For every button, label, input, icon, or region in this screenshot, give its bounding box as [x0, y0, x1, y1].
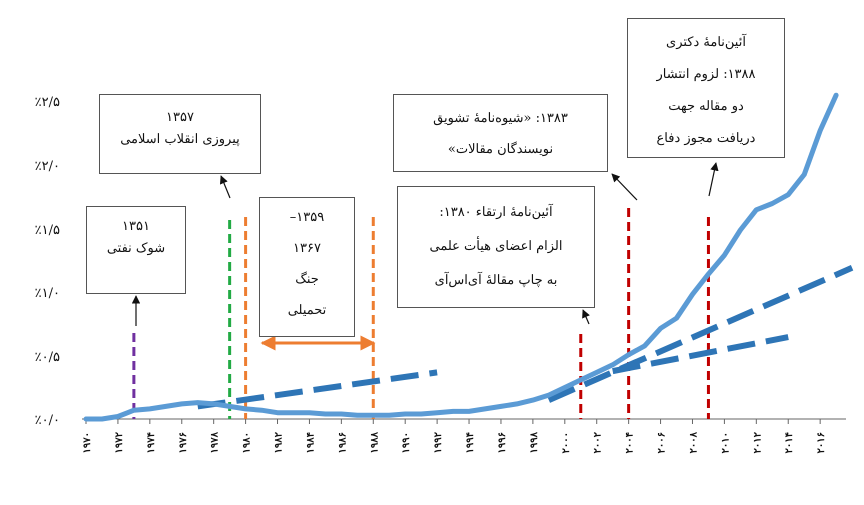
- annotation-text: پیروزی انقلاب اسلامی: [120, 132, 240, 147]
- annotation-text: به چاپ مقالهٔ آی‌اس‌آی: [434, 273, 558, 288]
- y-tick-label: ٪۰/۵: [35, 350, 60, 365]
- x-tick-label: ۱۹۹۰: [401, 432, 412, 453]
- annotation-text: دریافت مجوز دفاع: [656, 131, 756, 146]
- annotation-1359: ۱۳۵۹– ۱۳۶۷ جنگ تحمیلی: [259, 197, 355, 337]
- annotation-1351: ۱۳۵۱ شوک نفتی: [86, 206, 186, 294]
- x-tick-label: ۲۰۰۰: [561, 432, 572, 453]
- annotation-text: ۱۳۸۳: «شیوه‌نامهٔ تشویق: [433, 111, 568, 126]
- y-tick-label: ٪۰/۰: [35, 413, 60, 428]
- x-tick-label: ۲۰۰۸: [688, 431, 699, 453]
- x-tick-label: ۲۰۰۶: [657, 432, 668, 453]
- trend-line: [547, 265, 854, 403]
- x-tick-label: ۱۹۸۰: [242, 432, 253, 453]
- annotation-text: نویسندگان مقالات»: [447, 142, 554, 157]
- annotation-text: جنگ: [295, 272, 319, 287]
- y-tick-label: ٪۱/۵: [35, 223, 60, 238]
- x-tick-label: ۱۹۸۸: [369, 431, 380, 453]
- y-axis-ticks: ٪۰/۰ ٪۰/۵ ٪۱/۰ ٪۱/۵ ٪۲/۰ ٪۲/۵: [35, 95, 60, 428]
- x-tick-label: ۱۹۷۶: [178, 432, 189, 453]
- y-tick-label: ٪۲/۰: [35, 159, 60, 174]
- annotation-text: آئین‌نامهٔ دکتری: [666, 35, 746, 50]
- y-tick-label: ٪۲/۵: [35, 95, 60, 110]
- annotation-text: ۱۳۶۷: [293, 241, 321, 256]
- annotation-arrow: [582, 309, 590, 325]
- annotation-arrow: [219, 175, 231, 199]
- x-tick-label: ۲۰۰۴: [625, 432, 636, 453]
- x-tick-label: ۲۰۱۲: [752, 431, 763, 453]
- annotation-text: دو مقاله جهت: [668, 99, 744, 114]
- annotation-1380: آئین‌نامهٔ ارتقاء ۱۳۸۰: الزام اعضای هیأت…: [397, 186, 595, 308]
- x-tick-label: ۱۹۷۸: [210, 431, 221, 453]
- x-axis-ticks: ۱۹۷۰ ۱۹۷۲ ۱۹۷۴ ۱۹۷۶ ۱۹۷۸ ۱۹۸۰ ۱۹۸۲ ۱۹۸۴ ۱۹۸۶ ۱۹۸۸…: [82, 419, 827, 453]
- x-tick-label: ۱۹۷۰: [82, 432, 93, 453]
- annotation-arrow: [611, 173, 638, 201]
- x-tick-label: ۱۹۸۶: [337, 432, 348, 453]
- x-tick-label: ۱۹۷۲: [114, 431, 125, 453]
- x-tick-label: ۲۰۱۴: [784, 432, 795, 453]
- annotation-text: تحمیلی: [287, 303, 327, 318]
- x-tick-label: ۲۰۱۶: [816, 432, 827, 453]
- x-tick-label: ۱۹۹۲: [433, 431, 444, 453]
- x-tick-label: ۲۰۱۰: [720, 432, 731, 453]
- annotation-1383: ۱۳۸۳: «شیوه‌نامهٔ تشویق نویسندگان مقالات…: [393, 94, 608, 172]
- event-lines: [132, 208, 710, 419]
- annotation-1357: ۱۳۵۷ پیروزی انقلاب اسلامی: [99, 94, 261, 174]
- x-tick-label: ۱۹۹۴: [465, 432, 476, 453]
- trend-line: [612, 334, 789, 375]
- trend-lines: [197, 265, 854, 410]
- x-tick-label: ۱۹۸۴: [305, 432, 316, 453]
- annotation-text: الزام اعضای هیأت علمی: [429, 239, 563, 254]
- annotation-arrows: [131, 162, 719, 351]
- annotation-1388: آئین‌نامهٔ دکتری ۱۳۸۸: لزوم انتشار دو مق…: [627, 18, 785, 158]
- annotation-text: ۱۳۵۱: [122, 219, 150, 234]
- x-tick-label: ۱۹۹۸: [529, 431, 540, 453]
- annotation-text: شوک نفتی: [106, 241, 166, 256]
- x-tick-label: ۱۹۷۴: [146, 432, 157, 453]
- annotation-text: ۱۳۸۸: لزوم انتشار: [656, 67, 756, 82]
- annotation-text: ۱۳۵۷: [166, 110, 194, 125]
- annotation-text: آئین‌نامهٔ ارتقاء ۱۳۸۰:: [439, 205, 553, 220]
- x-tick-label: ۱۹۹۶: [497, 432, 508, 453]
- x-tick-label: ۱۹۸۲: [274, 431, 285, 453]
- annotation-arrow: [708, 162, 719, 197]
- y-tick-label: ٪۱/۰: [35, 286, 60, 301]
- x-tick-label: ۲۰۰۲: [593, 431, 604, 453]
- trend-line: [197, 369, 438, 410]
- series-line: [83, 92, 839, 422]
- annotation-text: ۱۳۵۹–: [289, 210, 325, 225]
